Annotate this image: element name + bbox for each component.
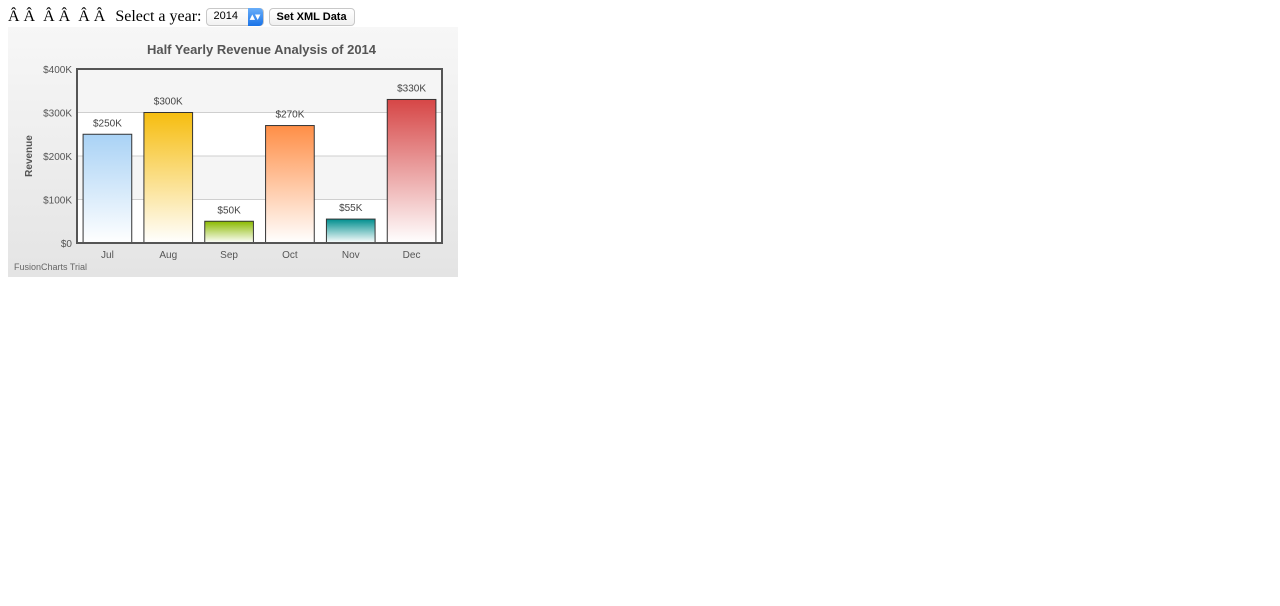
select-year-label: Select a year: [115,8,202,25]
toolbar: Â Â Â Â Â Â Select a year: 2014 ▲▼ Set X… [8,6,355,28]
plot-band [77,199,442,243]
x-tick-label: Oct [282,250,298,261]
value-label: $300K [154,97,183,108]
bar-oct [265,125,315,244]
bar-nov [325,218,376,244]
y-tick-label: $300K [43,109,72,120]
value-label: $330K [397,83,426,94]
plot-border [76,68,443,244]
y-tick-label: $100K [43,196,72,207]
y-tick-label: $400K [43,65,72,76]
bar-sep [204,220,254,244]
year-select[interactable]: 2014 ▲▼ [205,8,264,26]
toolbar-prefix: Â Â Â Â Â Â [8,8,110,25]
chart-title: Half Yearly Revenue Analysis of 2014 [147,42,377,57]
bar-aug [143,112,194,244]
value-label: $250K [93,118,122,129]
x-tick-label: Sep [220,250,238,261]
plot-band [77,112,442,156]
bar-dec [386,98,437,244]
select-arrows-icon: ▲▼ [247,8,263,26]
year-select-value: 2014 [213,10,238,22]
x-tick-label: Nov [342,250,360,261]
x-tick-label: Dec [403,250,421,261]
x-tick-label: Jul [101,250,114,261]
x-tick-label: Aug [159,250,177,261]
value-label: $55K [339,203,363,214]
y-tick-label: $0 [61,239,73,250]
set-xml-data-button[interactable]: Set XML Data [268,8,355,26]
watermark-text: FusionCharts Trial [14,262,87,272]
y-tick-label: $200K [43,152,72,163]
value-label: $270K [275,110,304,121]
revenue-chart: $0 $100K $200K $300K $400K $250K Jul $300K Aug $5… [8,27,458,277]
value-label: $50K [217,205,241,216]
bar-jul [82,133,133,244]
y-axis-label: Revenue [24,135,35,177]
chart-svg: $0 $100K $200K $300K $400K $250K Jul $300K Aug $5… [8,27,458,277]
